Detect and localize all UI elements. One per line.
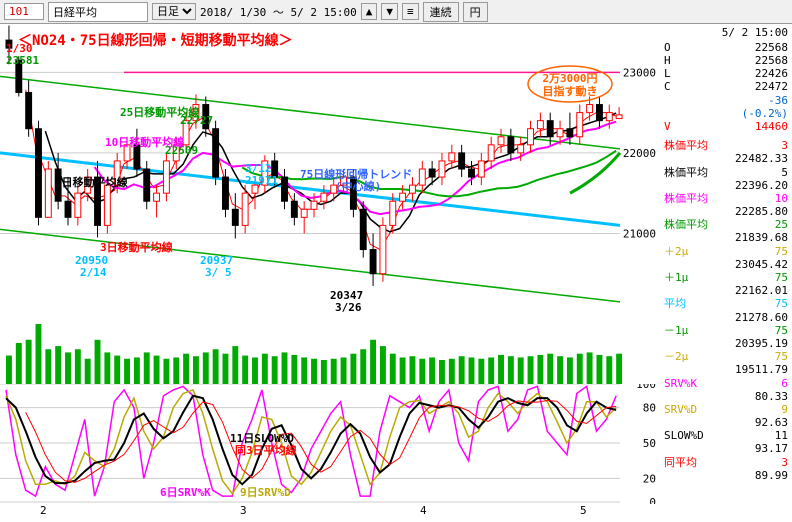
volume: V14460	[664, 120, 788, 133]
indicator-val: 93.17	[664, 442, 788, 455]
indicator-val: 23045.42	[664, 258, 788, 271]
annotation: 5日移動平均線	[55, 174, 128, 190]
up-button[interactable]: ▲	[361, 3, 378, 20]
down-button[interactable]: ▼	[381, 3, 398, 20]
code-input[interactable]: 101	[4, 3, 44, 20]
indicator-val: 22285.80	[664, 205, 788, 218]
ohlc-row: O22568	[664, 41, 788, 54]
indicator-row: 株価平均5	[664, 166, 788, 179]
ohlc-row: L22426	[664, 67, 788, 80]
svg-text:20: 20	[643, 472, 656, 485]
name-input[interactable]: 日経平均	[48, 2, 148, 22]
change-pct: (-0.2%)	[664, 107, 788, 120]
cont-button[interactable]: 連続	[423, 2, 459, 22]
svg-text:50: 50	[643, 437, 656, 450]
indicator-row: 株価平均3	[664, 139, 788, 152]
indicator-row: 平均75	[664, 297, 788, 310]
svg-text:同3日平均線: 同3日平均線	[235, 443, 297, 457]
indicator-row: －1μ75	[664, 324, 788, 337]
indicator-val: 19511.79	[664, 363, 788, 376]
annotation: 22727	[180, 114, 213, 127]
change: -36	[664, 94, 788, 107]
indicator-val: 80.33	[664, 390, 788, 403]
annotation: 10日移動平均線	[105, 134, 184, 150]
indicator-row: ＋2μ75	[664, 245, 788, 258]
x-tick: 2	[40, 504, 47, 517]
svg-text:9日SRV%D: 9日SRV%D	[240, 486, 291, 499]
x-axis: 2 3 4 5	[0, 504, 660, 522]
indicator-row: 株価平均10	[664, 192, 788, 205]
svg-text:6日SRV%K: 6日SRV%K	[160, 486, 211, 499]
oscillator-chart: 02050801006日SRV%K9日SRV%D11日SLOW%D同3日平均線	[0, 384, 660, 504]
date-range: 2018/ 1/30 ～ 5/ 2 15:00	[200, 4, 357, 20]
timeframe-select[interactable]: 日足	[152, 3, 196, 20]
yen-button[interactable]: 円	[463, 2, 488, 22]
datetime: 5/ 2 15:00	[664, 26, 788, 41]
indicator-val: 22162.01	[664, 284, 788, 297]
indicator-row: SRV%D9	[664, 403, 788, 416]
x-tick: 4	[420, 504, 427, 517]
svg-text:22000: 22000	[623, 147, 656, 160]
indicator-row: ＋1μ75	[664, 271, 788, 284]
svg-text:23000: 23000	[623, 66, 656, 79]
indicator-row: SLOW%D11	[664, 429, 788, 442]
annotation: 3/26	[335, 301, 362, 314]
annotation: 23581	[6, 54, 39, 67]
x-tick: 5	[580, 504, 587, 517]
indicator-val: 89.99	[664, 469, 788, 482]
ohlc-row: H22568	[664, 54, 788, 67]
svg-text:2万3000円: 2万3000円	[542, 72, 597, 85]
indicator-row: －2μ75	[664, 350, 788, 363]
toolbar: 101 日経平均 日足 2018/ 1/30 ～ 5/ 2 15:00 ▲ ▼ …	[0, 0, 792, 24]
chart-title: ＜NO24・75日線形回帰・短期移動平均線＞	[18, 30, 293, 50]
indicator-row: SRV%K6	[664, 377, 788, 390]
indicator-val: 22396.20	[664, 179, 788, 192]
svg-text:21000: 21000	[623, 227, 656, 240]
svg-text:0: 0	[649, 496, 656, 504]
indicator-row: 同平均3	[664, 456, 788, 469]
annotation: (中心線)	[335, 178, 381, 194]
indicator-val: 20395.19	[664, 337, 788, 350]
svg-text:目指す動き: 目指す動き	[543, 84, 598, 98]
list-button[interactable]: ≡	[402, 3, 419, 20]
ohlc-row: C22472	[664, 80, 788, 93]
volume-chart	[0, 314, 660, 384]
x-tick: 3	[240, 504, 247, 517]
indicator-val: 21839.68	[664, 231, 788, 244]
indicator-val: 92.63	[664, 416, 788, 429]
annotation: 3/ 5	[205, 266, 232, 279]
indicator-val: 22482.33	[664, 152, 788, 165]
indicator-row: 株価平均25	[664, 218, 788, 231]
indicator-val: 21278.60	[664, 311, 788, 324]
svg-text:100: 100	[636, 384, 656, 391]
annotation: 21971	[245, 174, 278, 187]
svg-text:80: 80	[643, 402, 656, 415]
chart-area: 21000 22000 23000 2万3000円目指す動き 0 20 50 80 100 6日…	[0, 24, 660, 522]
annotation: 3日移動平均線	[100, 239, 173, 255]
side-panel: 5/ 2 15:00O22568H22568L22426C22472-36(-0…	[660, 24, 792, 522]
annotation: 2/14	[80, 266, 107, 279]
